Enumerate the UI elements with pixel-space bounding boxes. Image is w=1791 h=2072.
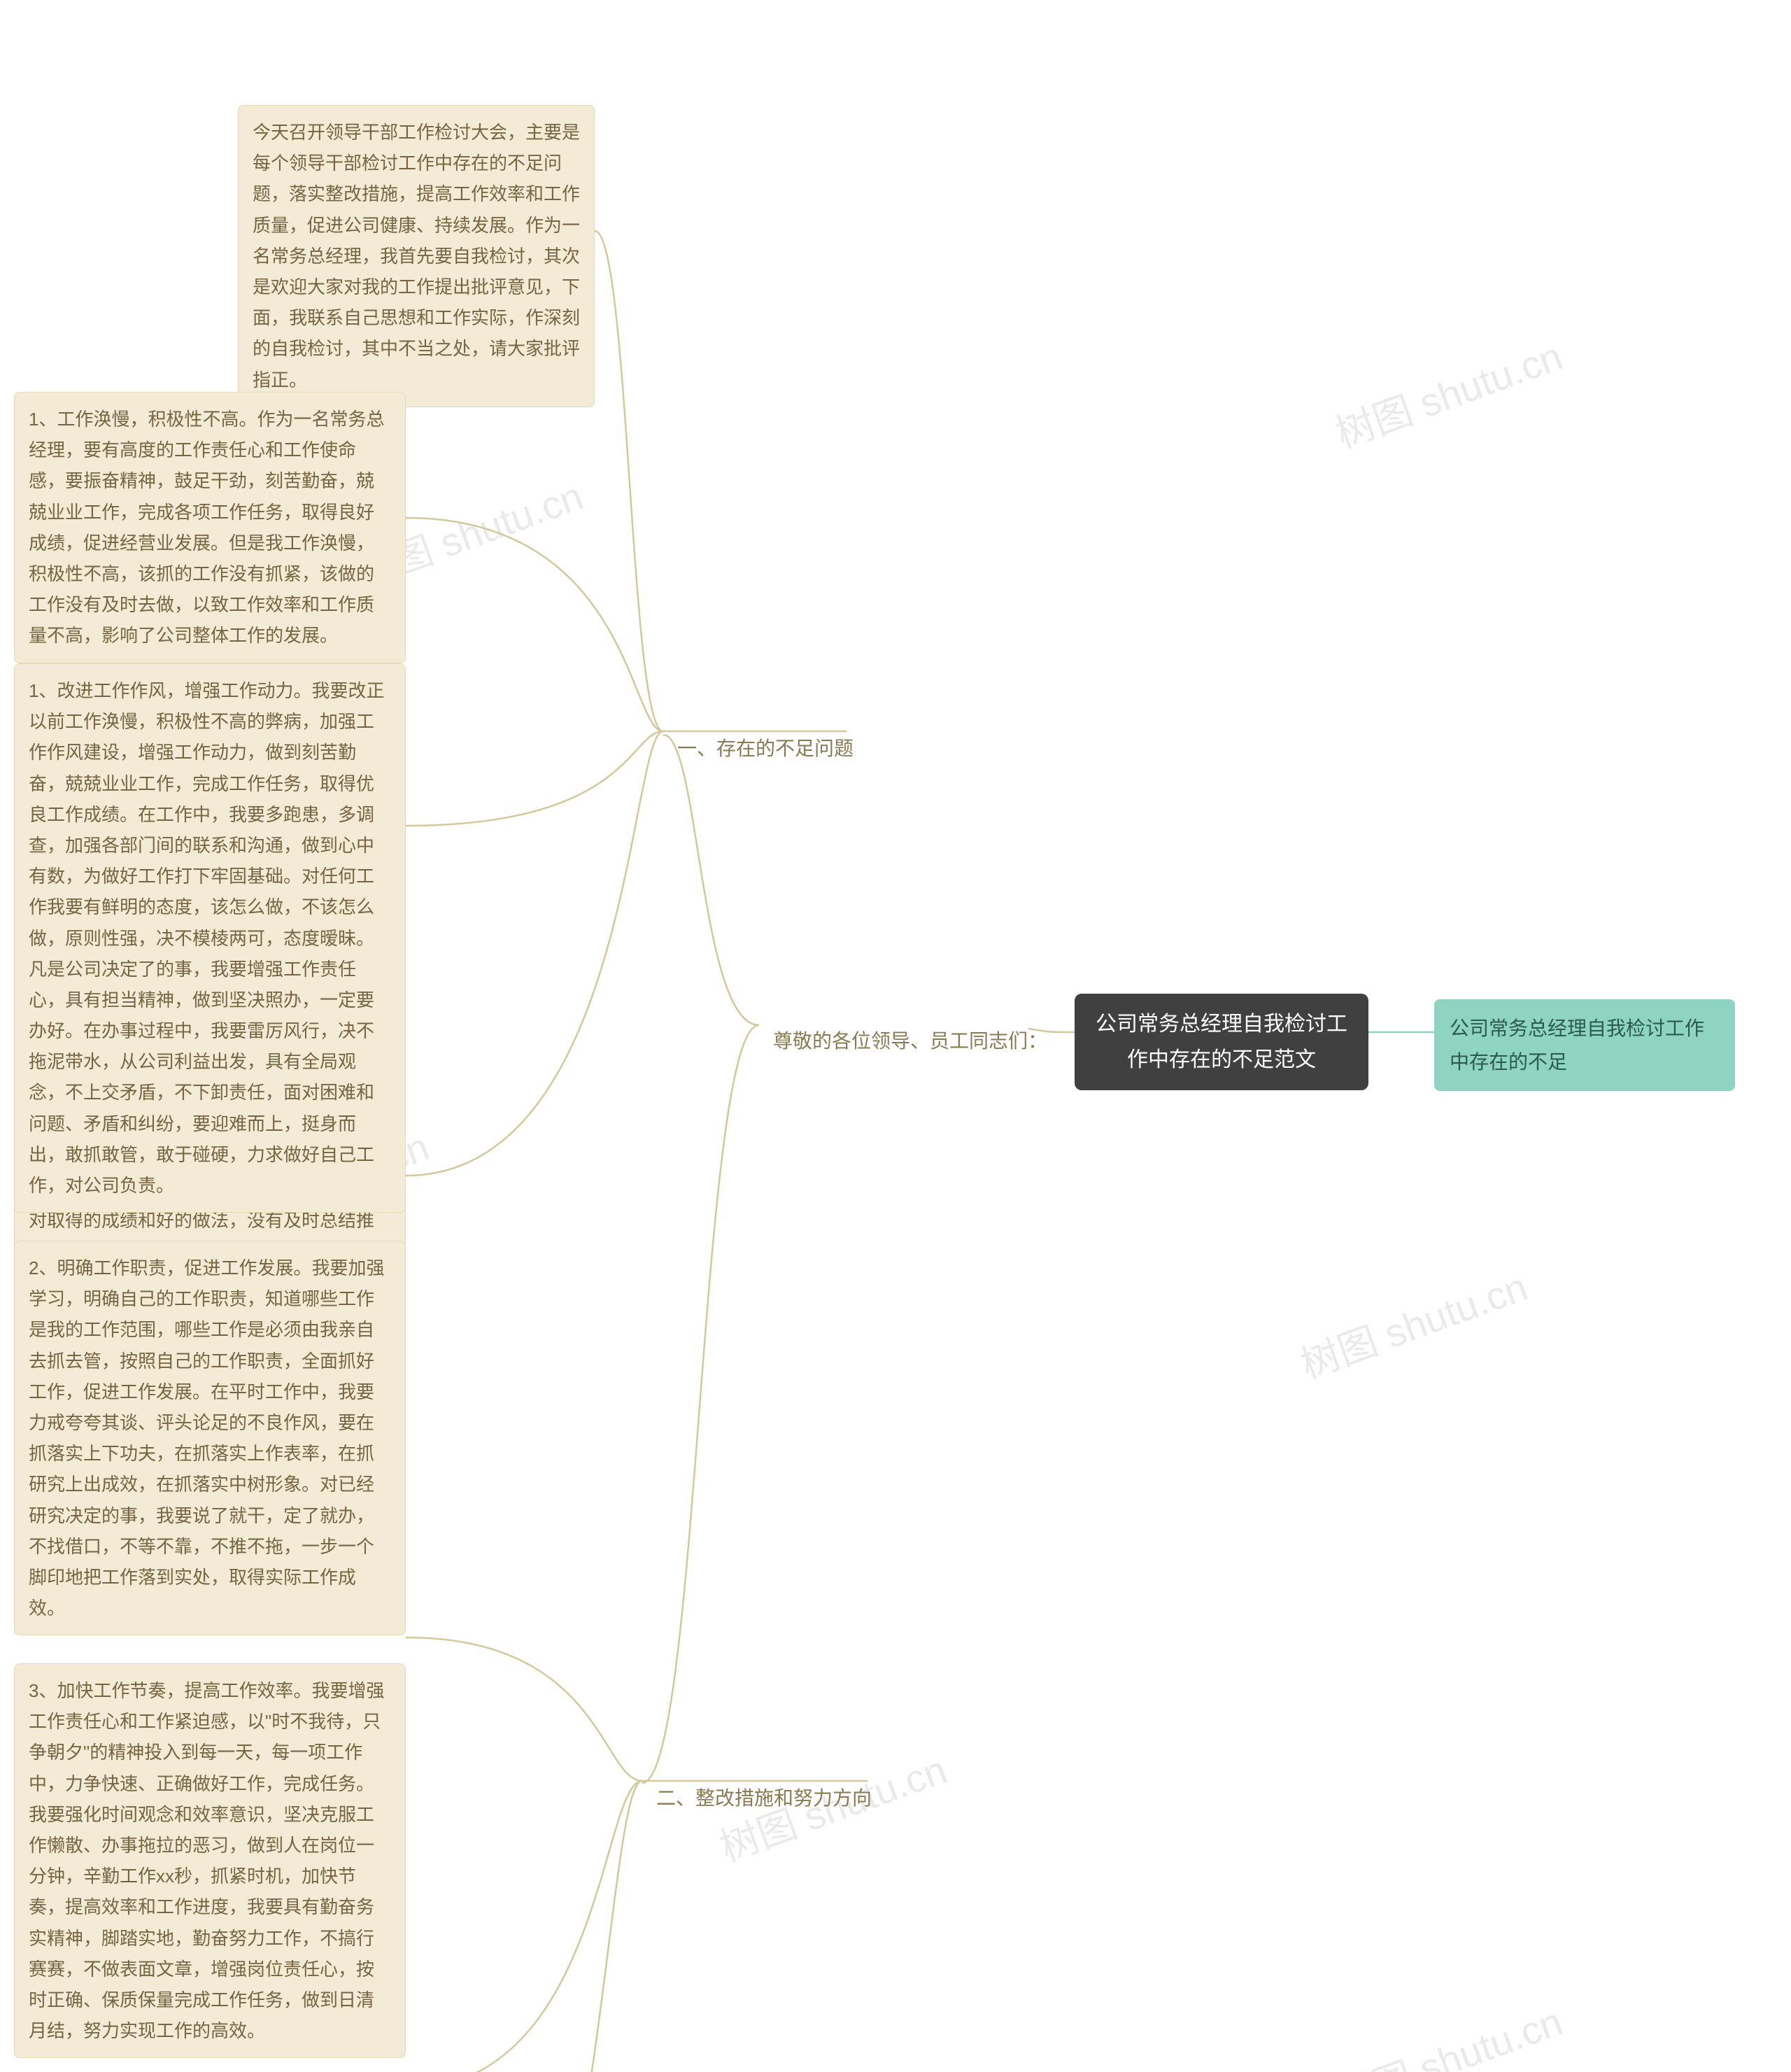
s1-leaf-0-text: 今天召开领导干部工作检讨大会，主要是每个领导干部检讨工作中存在的不足问题，落实整… bbox=[253, 122, 580, 390]
s2-leaf-1[interactable]: 2、明确工作职责，促进工作发展。我要加强学习，明确自己的工作职责，知道哪些工作是… bbox=[14, 1241, 406, 1635]
root-label: 公司常务总经理自我检讨工作中存在的不足范文 bbox=[1096, 1013, 1347, 1071]
s2-leaf-2-text: 3、加快工作节奏，提高工作效率。我要增强工作责任心和工作紧迫感，以"时不我待，只… bbox=[29, 1680, 384, 2041]
watermark: 树图 shutu.cn bbox=[1326, 1990, 1569, 2072]
s2-leaf-0[interactable]: 1、改进工作作风，增强工作动力。我要改正以前工作涣慢，积极性不高的弊病，加强工作… bbox=[14, 663, 406, 1213]
section2-label: 二、整改措施和努力方向 bbox=[656, 1787, 872, 1809]
section1-label: 一、存在的不足问题 bbox=[677, 738, 854, 759]
s1-leaf-1-text: 1、工作涣慢，积极性不高。作为一名常务总经理，要有高度的工作责任心和工作使命感，… bbox=[29, 409, 384, 646]
root-node[interactable]: 公司常务总经理自我检讨工作中存在的不足范文 bbox=[1075, 994, 1368, 1090]
s1-leaf-1[interactable]: 1、工作涣慢，积极性不高。作为一名常务总经理，要有高度的工作责任心和工作使命感，… bbox=[14, 392, 406, 663]
watermark: 树图 shutu.cn bbox=[1326, 325, 1569, 459]
s2-leaf-0-text: 1、改进工作作风，增强工作动力。我要改正以前工作涣慢，积极性不高的弊病，加强工作… bbox=[29, 680, 384, 1196]
watermark: 树图 shutu.cn bbox=[1291, 1255, 1534, 1390]
s2-leaf-2[interactable]: 3、加快工作节奏，提高工作效率。我要增强工作责任心和工作紧迫感，以"时不我待，只… bbox=[14, 1663, 406, 2058]
s1-leaf-0[interactable]: 今天召开领导干部工作检讨大会，主要是每个领导干部检讨工作中存在的不足问题，落实整… bbox=[238, 105, 595, 407]
intro-label: 尊敬的各位领导、员工同志们： bbox=[773, 1030, 1047, 1052]
s2-leaf-1-text: 2、明确工作职责，促进工作发展。我要加强学习，明确自己的工作职责，知道哪些工作是… bbox=[29, 1257, 384, 1619]
right-label: 公司常务总经理自我检讨工作中存在的不足 bbox=[1450, 1017, 1704, 1073]
section1-node[interactable]: 一、存在的不足问题 bbox=[663, 721, 868, 777]
section2-node[interactable]: 二、整改措施和努力方向 bbox=[642, 1770, 886, 1826]
intro-node[interactable]: 尊敬的各位领导、员工同志们： bbox=[759, 1013, 1061, 1069]
right-node[interactable]: 公司常务总经理自我检讨工作中存在的不足 bbox=[1434, 999, 1735, 1091]
